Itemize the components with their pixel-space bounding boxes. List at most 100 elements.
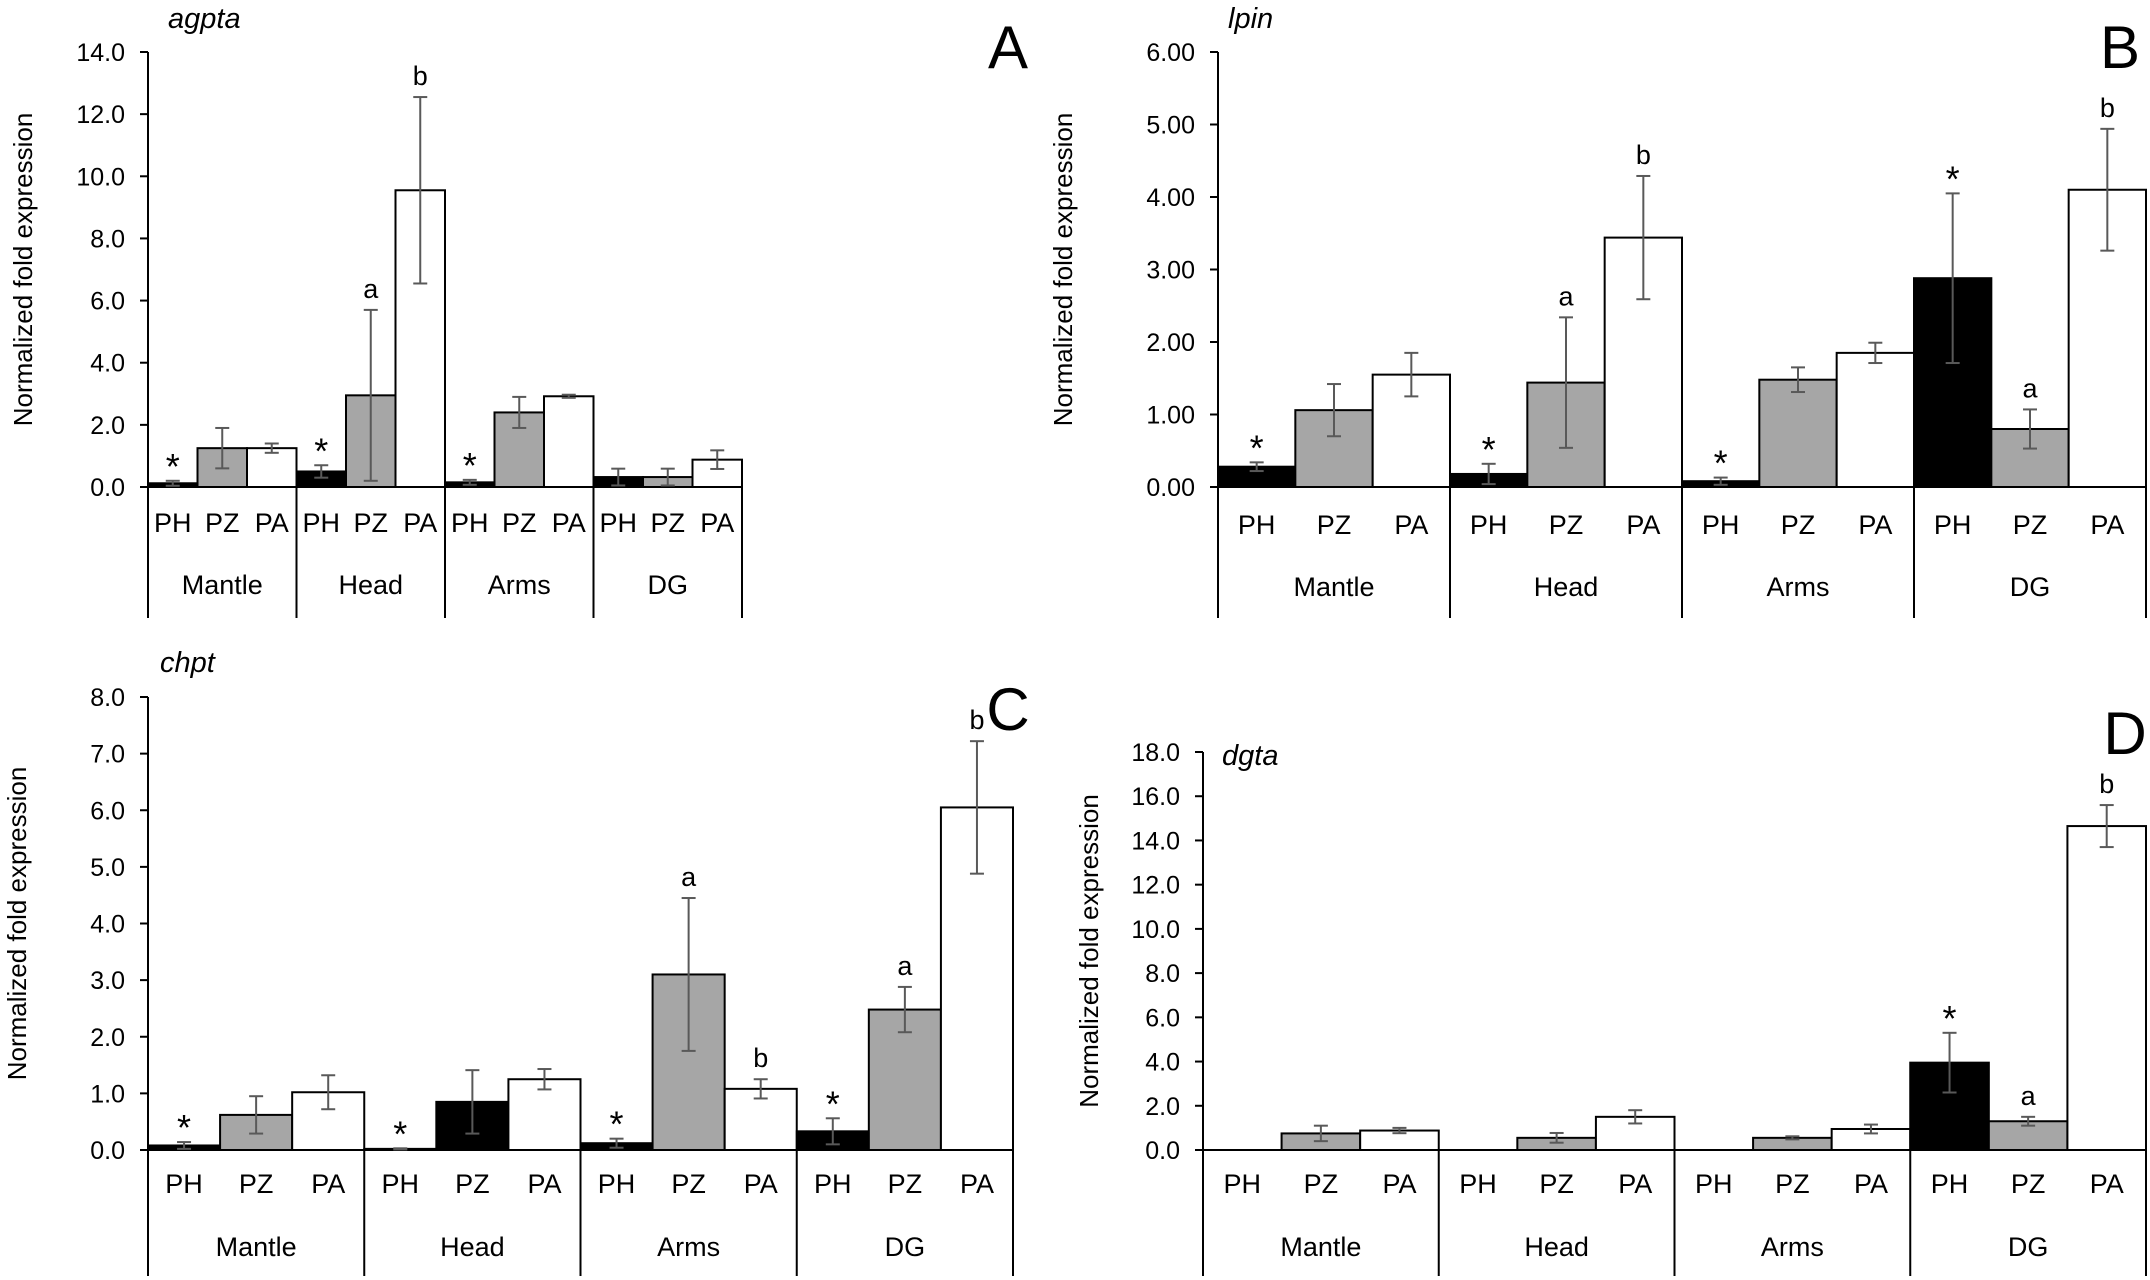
group-label: PA [744, 1169, 778, 1199]
group-label: PZ [455, 1169, 490, 1199]
significance-letter: b [2099, 769, 2114, 799]
panel-B: 0.00 1.00 2.00 3.00 4.00 5.00 6.00 Mantle Head Ar… [1048, 3, 2148, 618]
group-label: PH [165, 1169, 203, 1199]
chart-title: lpin [1228, 3, 1273, 35]
group-label: PA [2090, 1169, 2124, 1199]
group-label: PZ [205, 508, 240, 538]
significance-letter: a [681, 862, 697, 892]
group-label: PA [700, 508, 734, 538]
tissue-label: DG [885, 1232, 926, 1262]
group-label: PH [1931, 1169, 1969, 1199]
y-tick-label: 8.0 [1145, 960, 1180, 988]
y-tick-label: 2.0 [90, 1024, 125, 1052]
y-axis-label: Normalized fold expression [2, 767, 32, 1081]
tissue-label: Arms [1761, 1232, 1824, 1262]
y-tick-label: 14.0 [1131, 827, 1180, 855]
group-label: PA [1626, 510, 1660, 540]
significance-letter: b [1636, 140, 1651, 170]
group-label: PZ [1775, 1169, 1810, 1199]
group-label: PH [154, 508, 192, 538]
panel-D: 0.0 2.0 4.0 6.0 8.0 10.0 12.0 14.0 16.0 18.0 Mantl… [1074, 700, 2148, 1276]
tissue-label: Head [440, 1232, 505, 1262]
significance-star: * [166, 446, 180, 487]
significance-star: * [1482, 429, 1496, 470]
y-tick-label: 4.0 [90, 911, 125, 939]
tissue-label: Mantle [1280, 1232, 1361, 1262]
y-tick-label: 2.0 [1145, 1093, 1180, 1121]
significance-star: * [1946, 158, 1960, 199]
group-label: PH [1470, 510, 1508, 540]
group-label: PH [814, 1169, 852, 1199]
group-label: PH [451, 508, 489, 538]
significance-star: * [314, 430, 328, 471]
group-label: PZ [1549, 510, 1584, 540]
y-tick-label: 4.0 [90, 350, 125, 378]
group-label: PZ [239, 1169, 274, 1199]
significance-star: * [1943, 998, 1957, 1039]
y-axis-label: Normalized fold expression [8, 113, 38, 427]
y-tick-label: 0.0 [90, 474, 125, 502]
significance-star: * [826, 1083, 840, 1124]
significance-star: * [1250, 427, 1264, 468]
tissue-label: Head [1534, 572, 1599, 602]
y-tick-label: 6.0 [1145, 1004, 1180, 1032]
tissue-label: Arms [488, 570, 551, 600]
y-tick-label: 5.00 [1146, 112, 1195, 140]
y-tick-label: 1.0 [90, 1080, 125, 1108]
y-tick-label: 6.0 [90, 797, 125, 825]
group-label: PA [1858, 510, 1892, 540]
significance-letter: a [1558, 281, 1574, 311]
tissue-label: Mantle [182, 570, 263, 600]
y-tick-label: 0.0 [90, 1137, 125, 1165]
group-label: PZ [2013, 510, 2048, 540]
tissue-label: Arms [657, 1232, 720, 1262]
significance-letter: b [753, 1043, 768, 1073]
group-label: PA [255, 508, 289, 538]
group-label: PZ [888, 1169, 923, 1199]
y-tick-label: 2.00 [1146, 329, 1195, 357]
panel-letter: D [2103, 700, 2146, 767]
group-label: PZ [1317, 510, 1352, 540]
group-label: PZ [353, 508, 388, 538]
group-label: PA [1382, 1169, 1416, 1199]
chart-title: agpta [168, 3, 241, 35]
group-label: PH [1702, 510, 1740, 540]
significance-letter: b [413, 61, 428, 91]
bar [2066, 825, 2148, 1151]
group-label: PH [1934, 510, 1972, 540]
group-label: PA [552, 508, 586, 538]
tissue-label: Mantle [1293, 572, 1374, 602]
group-label: PH [382, 1169, 420, 1199]
group-label: PA [2090, 510, 2124, 540]
significance-letter: b [2100, 93, 2115, 123]
group-label: PH [1695, 1169, 1733, 1199]
y-tick-label: 1.00 [1146, 402, 1195, 430]
significance-letter: a [2022, 373, 2038, 403]
group-label: PZ [502, 508, 537, 538]
bar [1758, 378, 1838, 489]
y-tick-label: 6.0 [90, 288, 125, 316]
group-label: PZ [1781, 510, 1816, 540]
y-tick-label: 4.00 [1146, 184, 1195, 212]
y-tick-label: 0.0 [1145, 1137, 1180, 1165]
y-tick-label: 5.0 [90, 854, 125, 882]
significance-star: * [463, 445, 477, 486]
group-label: PA [1854, 1169, 1888, 1199]
panel-letter: C [986, 676, 1029, 743]
tissue-label: Head [1524, 1232, 1589, 1262]
bar [507, 1078, 582, 1151]
panel-C: 0.0 1.0 2.0 3.0 4.0 5.0 6.0 7.0 8.0 Mantle Head Arm… [2, 647, 1030, 1276]
group-label: PZ [2011, 1169, 2046, 1199]
y-tick-label: 3.0 [90, 967, 125, 995]
group-label: PA [527, 1169, 561, 1199]
y-tick-label: 10.0 [76, 163, 125, 191]
group-label: PZ [671, 1169, 706, 1199]
y-tick-label: 3.00 [1146, 257, 1195, 285]
y-tick-label: 14.0 [76, 39, 125, 67]
group-label: PH [1238, 510, 1276, 540]
y-tick-label: 7.0 [90, 741, 125, 769]
significance-star: * [177, 1107, 191, 1148]
bar [1835, 351, 1915, 488]
y-tick-label: 16.0 [1131, 783, 1180, 811]
